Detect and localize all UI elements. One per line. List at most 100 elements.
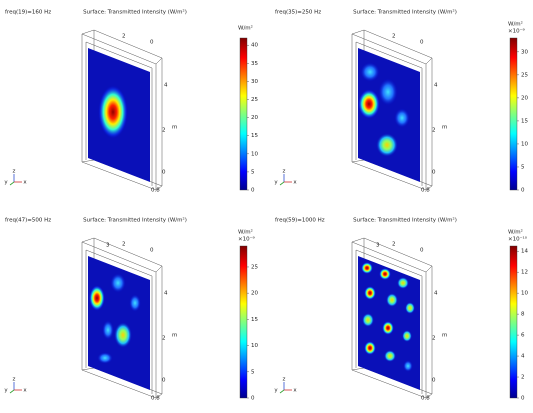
axis-label: 4 bbox=[164, 83, 168, 89]
intensity-field bbox=[358, 62, 410, 157]
panel: freq(19)=160 Hz Surface: Transmitted Inte… bbox=[4, 9, 258, 194]
axis-label: 3 bbox=[376, 243, 380, 249]
colorbar bbox=[239, 37, 248, 191]
colorbar-tick-label: 5 bbox=[251, 169, 255, 175]
colorbar-tick-label: 5 bbox=[521, 164, 525, 170]
wireframe bbox=[155, 265, 163, 273]
wireframe bbox=[355, 249, 423, 277]
colorbar-exponent: ×10⁻⁹ bbox=[238, 236, 255, 243]
axis-label: m bbox=[172, 333, 177, 339]
intensity-spot bbox=[114, 322, 132, 348]
axis-label: 2 bbox=[122, 34, 126, 40]
colorbar-tick-label: 12 bbox=[521, 270, 528, 276]
intensity-spot bbox=[379, 268, 391, 280]
axis-label: 2 bbox=[162, 336, 166, 342]
wireframe bbox=[85, 249, 153, 277]
intensity-field bbox=[98, 85, 128, 139]
triad-label: y bbox=[274, 388, 278, 394]
intensity-spot bbox=[364, 341, 376, 355]
wireframe bbox=[81, 241, 157, 273]
colorbar bbox=[239, 245, 248, 399]
colorbar-tick-label: 4 bbox=[521, 354, 525, 360]
axis-label: 0.8 bbox=[421, 396, 430, 402]
panel-label: freq(19)=160 Hz bbox=[5, 10, 51, 16]
colorbar-tick-label: 6 bbox=[521, 333, 525, 339]
colorbar-tick-label: 2 bbox=[521, 375, 525, 381]
colorbar-unit: W/m² bbox=[238, 229, 253, 236]
wireframe bbox=[351, 161, 427, 191]
wireframe bbox=[81, 369, 157, 399]
wireframe bbox=[155, 185, 163, 191]
colorbar-tick-label: 10 bbox=[521, 291, 528, 297]
wireframe bbox=[425, 265, 433, 273]
axis-label: 2 bbox=[432, 128, 436, 134]
wireframe bbox=[81, 159, 95, 163]
intensity-spot bbox=[405, 302, 415, 314]
axis-label: 2 bbox=[122, 242, 126, 248]
axis-label: 2 bbox=[392, 34, 396, 40]
colorbar-tick-label: 20 bbox=[251, 291, 258, 297]
colorbar-tick-label: 25 bbox=[251, 264, 258, 270]
intensity-spot bbox=[358, 89, 380, 119]
intensity-spot bbox=[110, 273, 126, 293]
axis-label: 4 bbox=[434, 291, 438, 297]
intensity-spot bbox=[403, 360, 413, 372]
colorbar-tick-label: 10 bbox=[521, 141, 528, 147]
colorbar-tick-label: 10 bbox=[251, 151, 258, 157]
wireframe bbox=[81, 33, 157, 65]
panel-label: freq(35)=250 Hz bbox=[275, 10, 321, 16]
intensity-spot bbox=[129, 294, 141, 312]
colorbar-unit: W/m² bbox=[238, 25, 253, 32]
wireframe bbox=[363, 237, 433, 267]
colorbar-tick-label: 0 bbox=[521, 396, 525, 402]
intensity-spot bbox=[402, 330, 412, 342]
axis-label: 0.8 bbox=[151, 396, 160, 402]
triad-label: z bbox=[283, 377, 286, 383]
axis-label: 0 bbox=[162, 170, 166, 176]
colorbar-tick-label: 15 bbox=[251, 317, 258, 323]
axis-label: 4 bbox=[164, 291, 168, 297]
wireframe bbox=[351, 241, 427, 273]
intensity-spot bbox=[89, 285, 105, 311]
intensity-spot bbox=[382, 321, 394, 335]
colorbar-tick-label: 0 bbox=[251, 396, 255, 402]
intensity-spot bbox=[378, 78, 398, 106]
colorbar-tick-label: 10 bbox=[251, 343, 258, 349]
colorbar bbox=[509, 245, 518, 399]
axis-label: 3 bbox=[106, 243, 110, 249]
triad-label: z bbox=[13, 377, 16, 383]
triad-label: x bbox=[293, 180, 297, 186]
plate bbox=[358, 48, 420, 182]
triad-label: y bbox=[4, 388, 8, 394]
wireframe bbox=[355, 41, 423, 69]
wireframe bbox=[85, 41, 153, 69]
axis-label: 2 bbox=[162, 128, 166, 134]
colorbar-tick-label: 25 bbox=[251, 97, 258, 103]
colorbar-tick-label: 20 bbox=[251, 115, 258, 121]
wireframe bbox=[351, 367, 365, 371]
intensity-spot bbox=[98, 85, 128, 139]
axis-label: m bbox=[172, 125, 177, 131]
colorbar-unit: W/m² bbox=[508, 229, 523, 236]
panel-title: Surface: Transmitted Intensity (W/m²) bbox=[353, 217, 457, 224]
colorbar-tick-label: 25 bbox=[521, 72, 528, 78]
wireframe bbox=[93, 237, 163, 267]
panel-label: freq(59)=1000 Hz bbox=[275, 218, 325, 224]
axis-label: 4 bbox=[434, 83, 438, 89]
intensity-spot bbox=[102, 320, 114, 340]
colorbar-unit: W/m² bbox=[508, 21, 523, 28]
colorbar-tick-label: 8 bbox=[521, 312, 525, 318]
colorbar bbox=[509, 37, 518, 191]
axis-label: 0.8 bbox=[421, 188, 430, 194]
axis-label: 0 bbox=[420, 40, 424, 46]
wireframe bbox=[363, 29, 433, 59]
wireframe bbox=[425, 57, 433, 65]
colorbar-tick-label: 0 bbox=[251, 188, 255, 194]
axis-label: 0 bbox=[150, 248, 154, 254]
panel: freq(59)=1000 Hz Surface: Transmitted Int… bbox=[274, 217, 528, 402]
colorbar-tick-label: 30 bbox=[521, 49, 528, 55]
axis-label: 0 bbox=[420, 248, 424, 254]
wireframe bbox=[81, 367, 95, 371]
triad-label: y bbox=[4, 180, 8, 186]
